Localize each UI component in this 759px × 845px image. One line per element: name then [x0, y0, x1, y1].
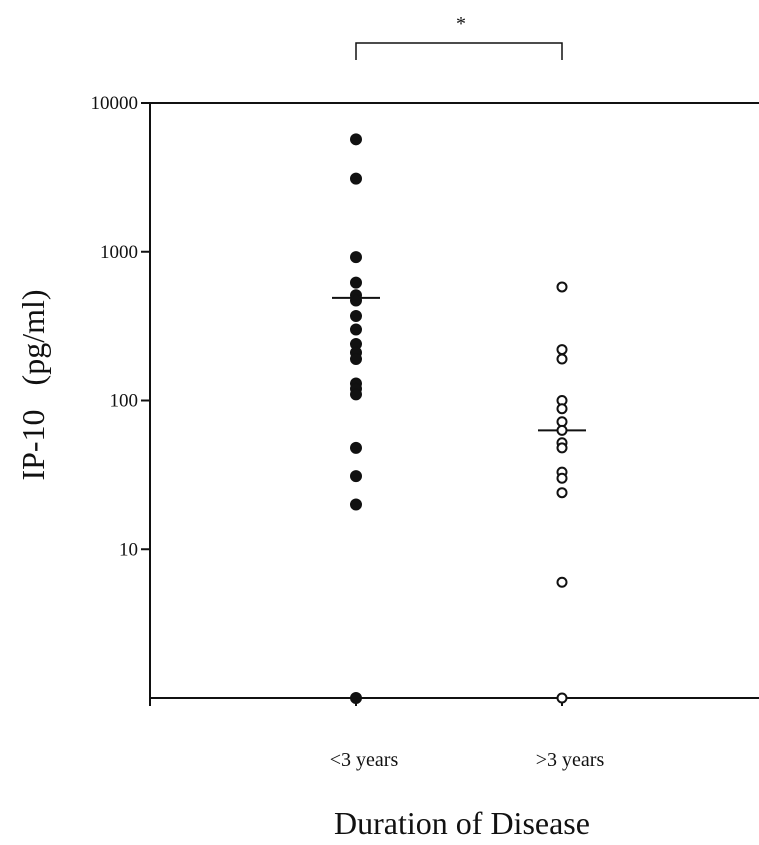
data-point — [350, 172, 362, 185]
data-point — [556, 403, 568, 415]
bracket-line — [355, 42, 563, 60]
x-tick-label: <3 years — [330, 749, 399, 771]
data-point — [556, 472, 568, 484]
data-point — [556, 281, 568, 293]
y-axis-title: IP-10 (pg/ml) — [15, 289, 51, 480]
data-point — [350, 294, 362, 307]
data-point — [350, 388, 362, 401]
x-ticks: <3 years >3 years — [330, 698, 605, 771]
data-point — [350, 353, 362, 366]
data-points — [350, 133, 568, 704]
x-axis-title: Duration of Disease — [334, 805, 590, 841]
data-point — [556, 487, 568, 499]
y-tick-label: 100 — [110, 391, 139, 412]
significance-mark: * — [456, 13, 466, 35]
data-point — [350, 498, 362, 511]
y-tick-label: 10 — [119, 539, 138, 560]
data-point — [350, 470, 362, 483]
data-point — [556, 344, 568, 356]
x-tick-label: >3 years — [536, 749, 605, 771]
median-lines — [332, 296, 586, 432]
data-point — [350, 276, 362, 289]
data-point — [556, 353, 568, 365]
axes — [149, 102, 759, 706]
data-point — [350, 309, 362, 322]
y-tick-label: 1000 — [100, 242, 138, 263]
data-point — [350, 441, 362, 454]
data-point — [556, 442, 568, 454]
data-point — [556, 576, 568, 588]
y-ticks: 10000 1000 100 10 — [91, 93, 150, 560]
data-point — [556, 424, 568, 436]
data-point — [350, 692, 362, 704]
data-point — [556, 692, 568, 704]
y-tick-label: 10000 — [91, 93, 139, 114]
data-point — [350, 323, 362, 336]
significance-bracket: * — [355, 13, 563, 60]
data-point — [350, 251, 362, 264]
data-point — [350, 133, 362, 146]
